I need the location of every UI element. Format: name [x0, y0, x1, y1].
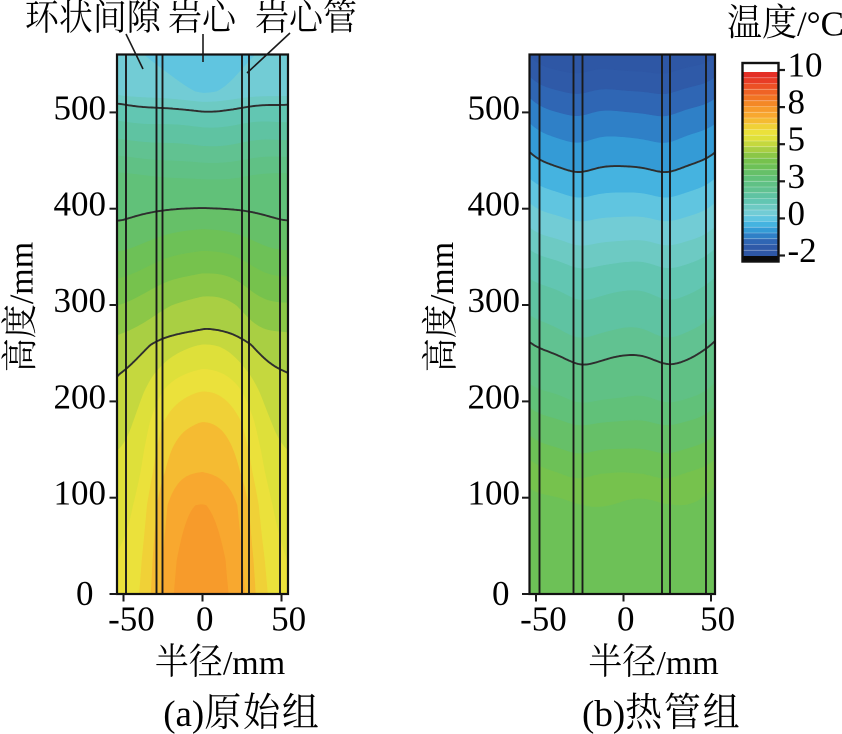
svg-text:3: 3 [788, 157, 806, 196]
svg-text:5: 5 [788, 120, 806, 159]
svg-text:-50: -50 [108, 600, 155, 639]
svg-text:/mm: /mm [424, 242, 461, 304]
svg-text:300: 300 [54, 281, 107, 320]
svg-text:100: 100 [54, 474, 107, 513]
svg-text:/mm: /mm [656, 645, 718, 682]
svg-text:400: 400 [54, 185, 107, 224]
svg-text:/mm: /mm [4, 242, 41, 304]
svg-text:-50: -50 [520, 600, 567, 639]
svg-text:/mm: /mm [223, 645, 285, 682]
svg-text:0: 0 [617, 600, 635, 639]
svg-text:0: 0 [196, 600, 214, 639]
svg-text:100: 100 [468, 474, 521, 513]
svg-text:50: 50 [271, 600, 306, 639]
svg-text:0: 0 [788, 194, 806, 233]
svg-text:-2: -2 [788, 231, 817, 270]
svg-text:8: 8 [788, 83, 806, 122]
svg-text:200: 200 [468, 377, 521, 416]
svg-text:300: 300 [468, 281, 521, 320]
svg-text:/°C: /°C [797, 5, 842, 44]
svg-text:50: 50 [700, 600, 735, 639]
svg-text:0: 0 [76, 574, 94, 613]
svg-text:500: 500 [54, 88, 107, 127]
svg-text:10: 10 [788, 46, 823, 85]
svg-text:200: 200 [54, 377, 107, 416]
svg-text:(a): (a) [163, 694, 204, 734]
svg-text:0: 0 [492, 574, 510, 613]
svg-text:(b): (b) [582, 694, 625, 734]
svg-text:500: 500 [468, 88, 521, 127]
svg-text:400: 400 [468, 185, 521, 224]
